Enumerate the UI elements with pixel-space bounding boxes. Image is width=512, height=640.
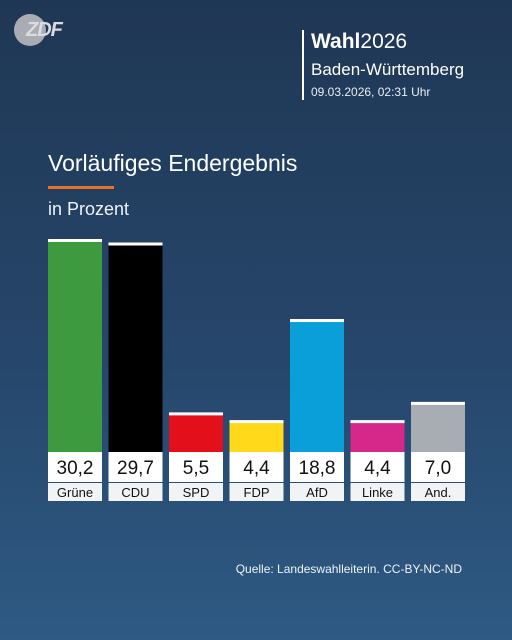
category-box-4: [290, 483, 344, 501]
category-box-1: [108, 483, 163, 501]
category-box-0: [48, 483, 102, 501]
value-box-5: [350, 452, 405, 482]
value-label-4: 18,8: [299, 458, 336, 479]
value-label-0: 30,2: [57, 458, 94, 479]
bar-top-line-4: [290, 319, 344, 323]
election-title: Wahl2026: [311, 30, 464, 54]
value-label-6: 7,0: [425, 458, 451, 479]
bar-top-line-0: [48, 239, 102, 242]
category-label-0: Grüne: [57, 485, 93, 500]
bar-top-line-3: [229, 420, 284, 424]
bar-1: [108, 243, 163, 452]
category-label-1: CDU: [121, 485, 149, 500]
bar-3: [229, 421, 284, 452]
bar-top-line-6: [411, 401, 465, 405]
value-label-5: 4,4: [364, 458, 391, 479]
election-state: Baden-Württemberg: [311, 60, 465, 79]
logo-disc: [14, 14, 46, 46]
chart-subtitle: in Prozent: [48, 199, 130, 219]
bar-4: [290, 320, 344, 452]
value-box-2: [169, 452, 223, 482]
category-box-6: [411, 483, 465, 501]
bar-5: [350, 421, 405, 452]
category-box-2: [169, 483, 223, 501]
category-box-3: [229, 483, 284, 501]
value-box-4: [290, 452, 344, 482]
category-label-4: AfD: [306, 485, 328, 500]
election-year: 2026: [360, 30, 408, 53]
bar-0: [48, 240, 102, 452]
election-datetime: 09.03.2026, 02:31 Uhr: [311, 85, 431, 99]
source-note: Quelle: Landeswahlleiterin. CC-BY-NC-ND: [235, 562, 462, 576]
zdf-logo: ZDF: [14, 14, 74, 46]
category-label-3: FDP: [244, 485, 270, 500]
bar-6: [411, 402, 465, 452]
value-box-0: [48, 452, 102, 482]
chart-title: Vorläufiges Endergebnis: [48, 150, 298, 176]
bar-top-line-2: [169, 412, 223, 416]
value-label-2: 5,5: [183, 458, 209, 479]
value-label-1: 29,7: [117, 458, 154, 479]
bar-top-line-1: [108, 242, 163, 246]
value-box-6: [411, 452, 465, 482]
election-word: Wahl: [311, 30, 361, 53]
value-box-3: [229, 452, 284, 482]
category-label-5: Linke: [362, 485, 393, 500]
value-label-3: 4,4: [243, 458, 270, 479]
logo-text: ZDF: [26, 19, 63, 41]
category-box-5: [350, 483, 405, 501]
election-header: Wahl2026 Baden-Württemberg 09.03.2026, 0…: [302, 30, 464, 100]
category-label-2: SPD: [183, 485, 210, 500]
bar-top-line-5: [350, 420, 405, 424]
title-accent-line: [48, 186, 114, 189]
bar-2: [169, 413, 223, 452]
category-label-6: And.: [425, 485, 452, 500]
value-box-1: [108, 452, 163, 482]
